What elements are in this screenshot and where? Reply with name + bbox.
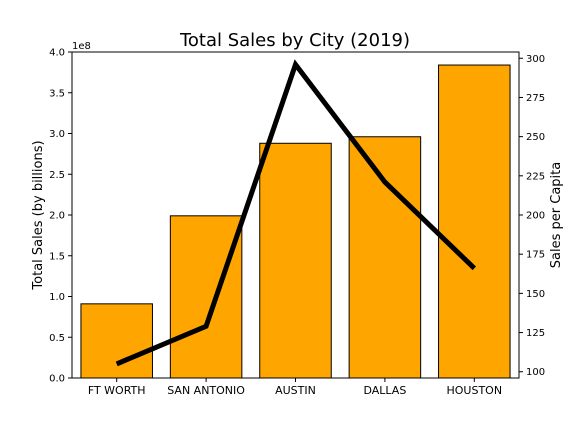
plot-area: 0.0 0.5 1.0 1.5 2.0 2.5 3.0 3.5 4.0 100 125 150 175 2… bbox=[49, 48, 545, 398]
x-axis-tick-label: HOUSTON bbox=[447, 384, 503, 397]
right-axis-title: Sales per Capita bbox=[549, 162, 564, 268]
left-axis-tick-label: 2.0 bbox=[49, 211, 65, 222]
bar-austin bbox=[259, 142, 332, 379]
left-axis-title: Total Sales (by billions) bbox=[31, 140, 46, 290]
left-axis-tick-label: 2.5 bbox=[49, 170, 65, 181]
x-axis-tick-label: DALLAS bbox=[363, 384, 406, 397]
left-axis-offset-label: 1e8 bbox=[72, 41, 91, 52]
right-axis-tick-label: 200 bbox=[526, 211, 545, 222]
right-axis-tick-label: 225 bbox=[526, 171, 545, 182]
left-axis-tick-label: 0.5 bbox=[49, 333, 65, 344]
bar-houston bbox=[438, 64, 511, 379]
right-axis-tick-label: 175 bbox=[526, 250, 545, 261]
bar-san-antonio bbox=[169, 215, 243, 379]
left-axis-tick-label: 3.5 bbox=[49, 88, 65, 99]
x-axis-tick-label: SAN ANTONIO bbox=[167, 384, 245, 397]
left-axis-tick-label: 4.0 bbox=[49, 48, 65, 59]
right-axis-tick-label: 300 bbox=[526, 54, 545, 65]
right-axis-tick-label: 275 bbox=[526, 93, 545, 104]
left-axis-tick-label: 3.0 bbox=[49, 129, 65, 140]
left-axis-tick-label: 1.0 bbox=[49, 292, 65, 303]
bar-ft-worth bbox=[80, 303, 153, 379]
left-axis-tick-label: 0.0 bbox=[49, 374, 65, 385]
chart-title: Total Sales by City (2019) bbox=[179, 30, 410, 51]
x-axis-tick-label: FT WORTH bbox=[88, 384, 146, 397]
right-axis-tick-label: 100 bbox=[526, 367, 545, 378]
right-axis-tick-label: 250 bbox=[526, 132, 545, 143]
x-axis-tick-label: AUSTIN bbox=[275, 384, 316, 397]
left-axis-tick-label: 1.5 bbox=[49, 251, 65, 262]
right-axis-tick-label: 125 bbox=[526, 328, 545, 339]
right-axis-tick-label: 150 bbox=[526, 289, 545, 300]
bar-dallas bbox=[348, 136, 422, 379]
